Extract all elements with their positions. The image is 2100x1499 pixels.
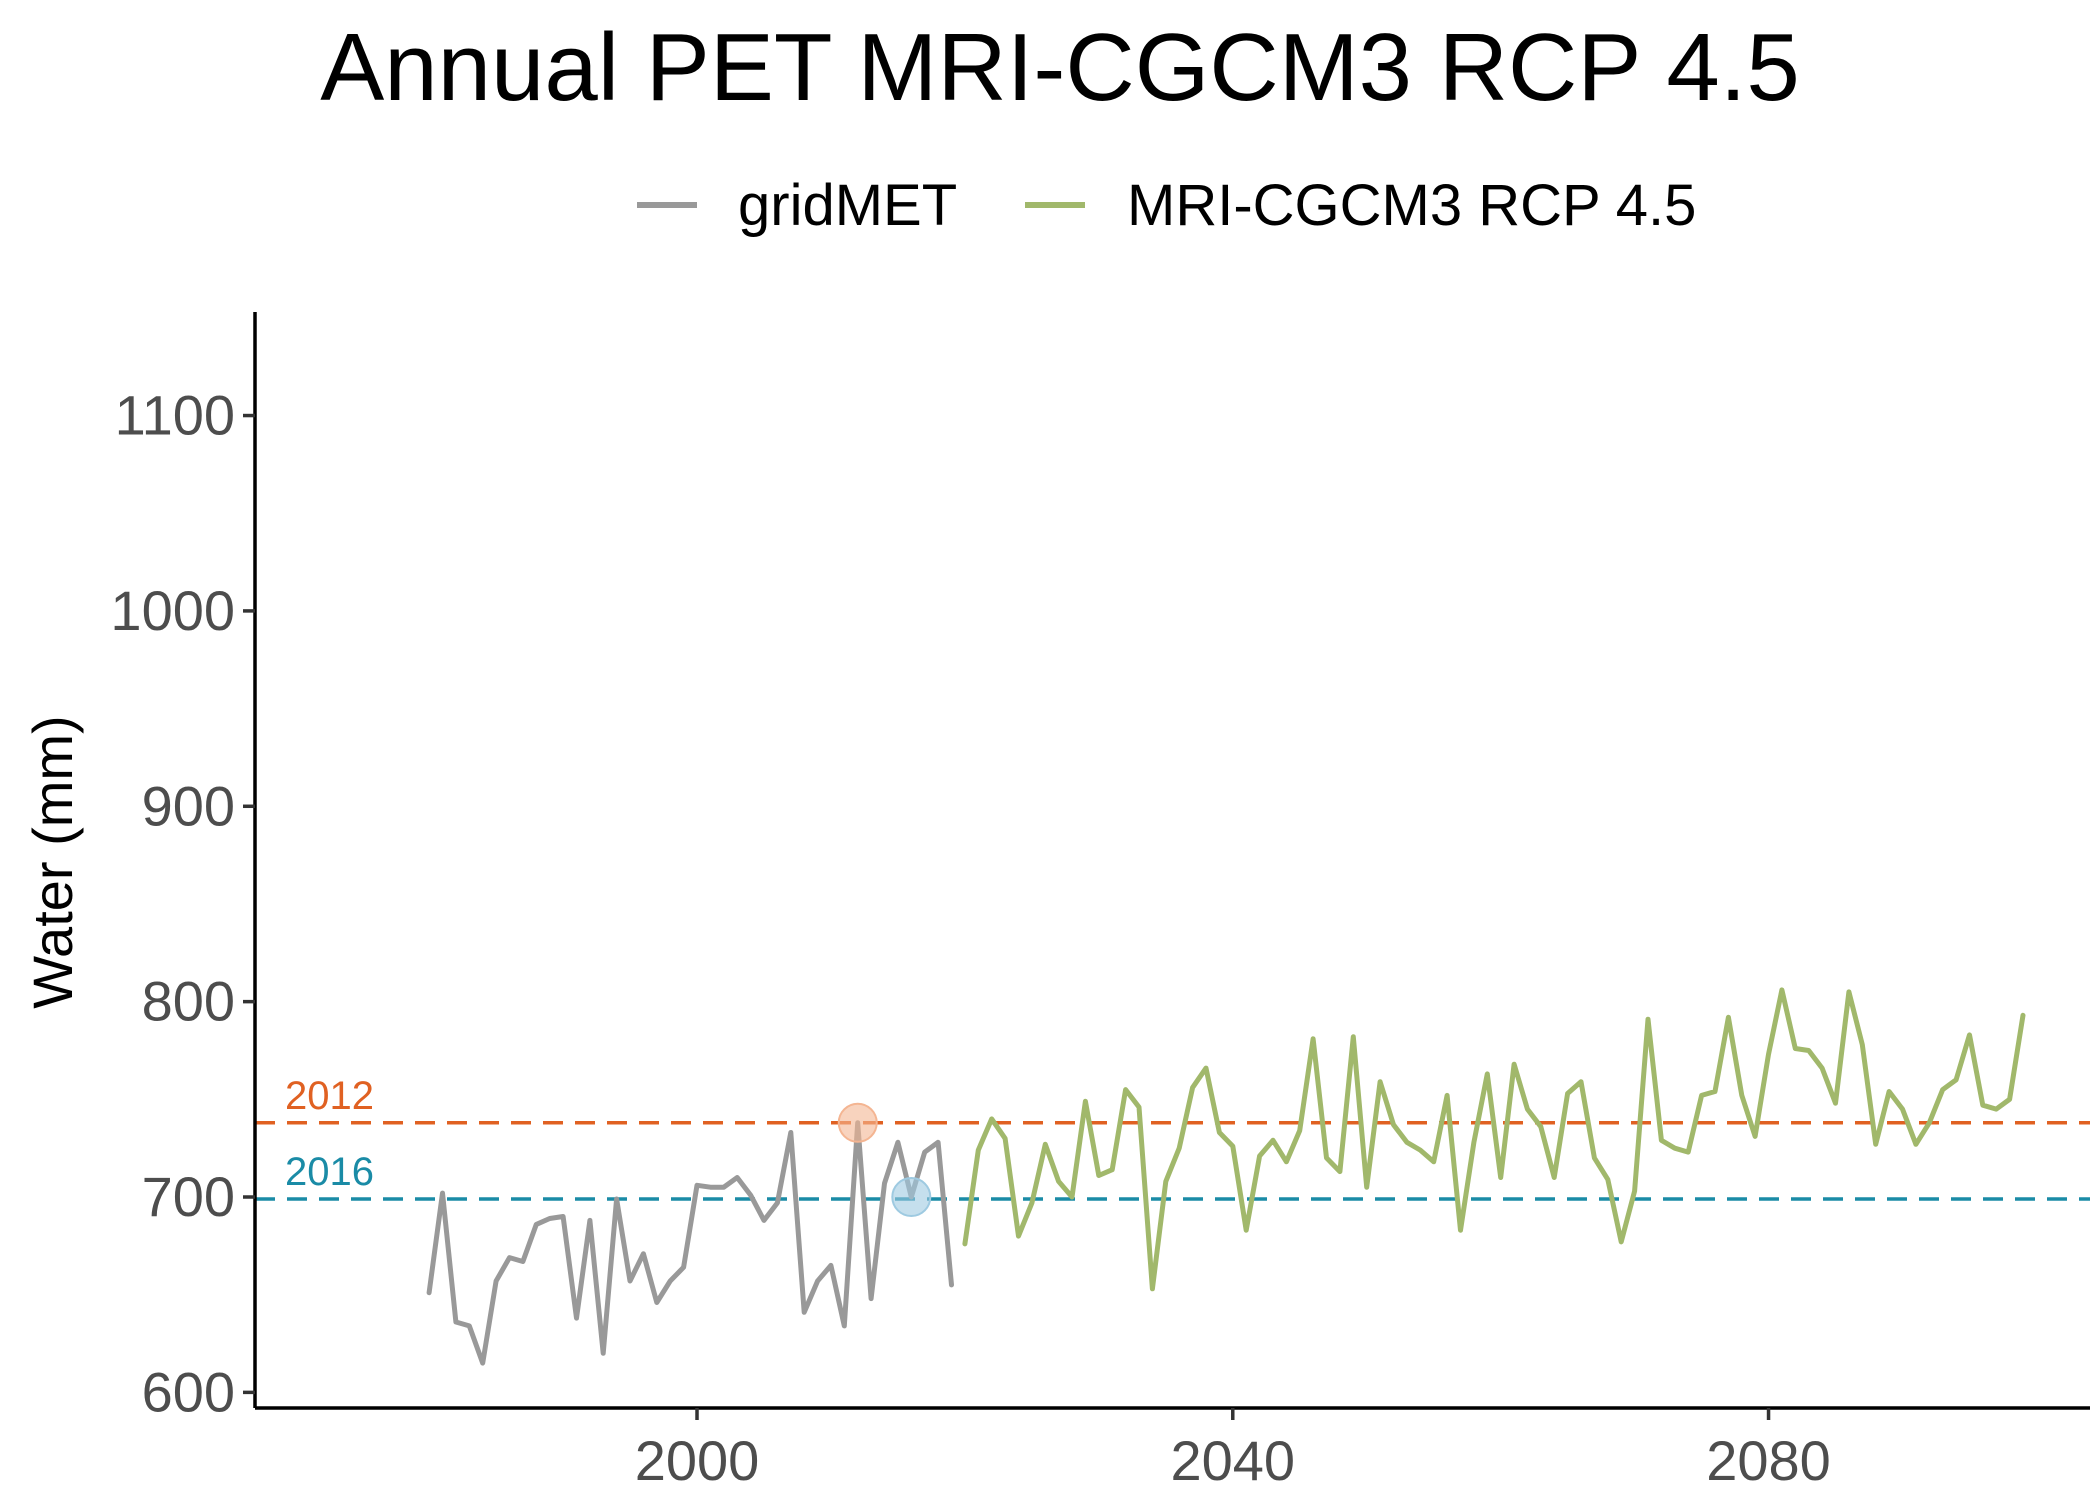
highlight-point-2012	[837, 1102, 878, 1143]
y-axis-label: Water (mm)	[21, 715, 84, 1008]
y-tick-label-1000: 1000	[110, 579, 235, 642]
reference-label-2012: 2012	[285, 1074, 374, 1118]
y-tick-label-800: 800	[142, 970, 235, 1033]
y-tick-label-600: 600	[142, 1360, 235, 1423]
x-tick-label-2080: 2080	[1706, 1429, 1831, 1492]
highlight-point-2016	[891, 1177, 932, 1218]
series-line-gridmet	[426, 1120, 954, 1366]
y-tick-label-700: 700	[142, 1165, 235, 1228]
x-tick-label-2000: 2000	[635, 1429, 760, 1492]
legend-label-mri-cgcm3: MRI-CGCM3 RCP 4.5	[1127, 173, 1696, 238]
series-line-mri-cgcm3	[962, 987, 2026, 1292]
y-tick-label-1100: 1100	[115, 384, 235, 447]
legend: gridMET MRI-CGCM3 RCP 4.5	[637, 173, 1696, 238]
x-tick-label-2040: 2040	[1170, 1429, 1295, 1492]
plot-area: 2012 2016 600 700 800 900 1000 1100 2000 2040 2080	[110, 312, 2090, 1492]
y-tick-label-900: 900	[142, 774, 235, 837]
legend-label-gridmet: gridMET	[738, 173, 957, 238]
chart-title: Annual PET MRI-CGCM3 RCP 4.5	[320, 14, 1800, 121]
reference-label-2016: 2016	[285, 1150, 374, 1194]
